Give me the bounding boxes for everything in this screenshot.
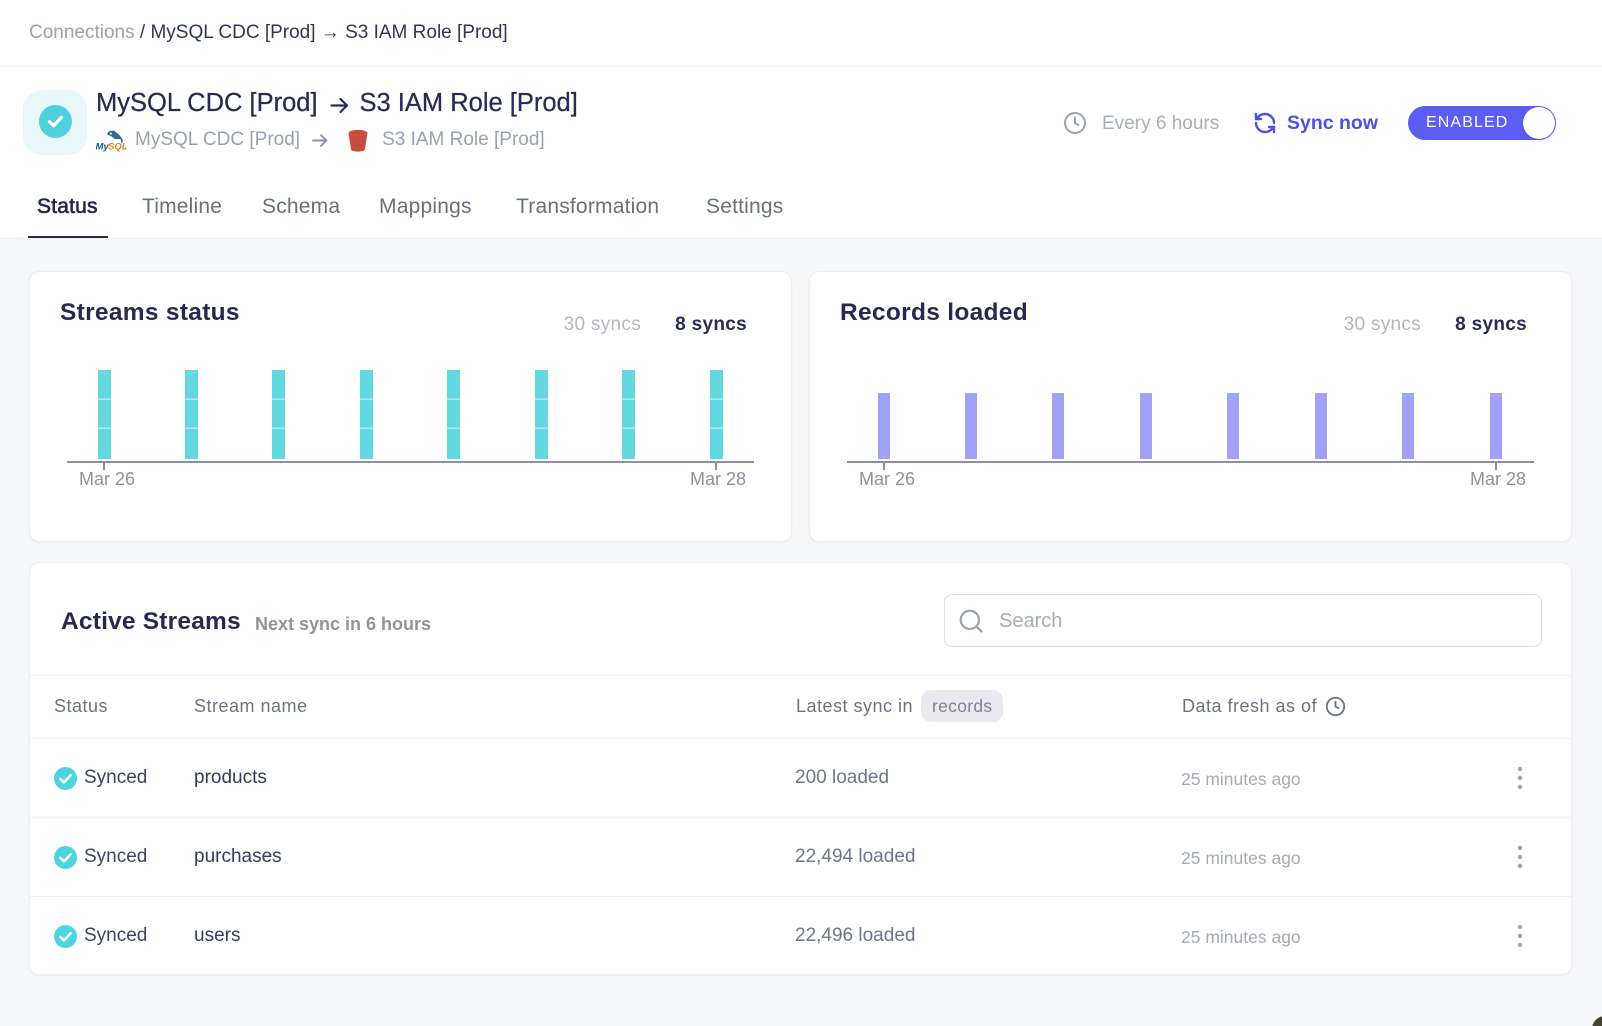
svg-text:SQL: SQL — [108, 141, 127, 152]
svg-text:My: My — [96, 141, 109, 152]
